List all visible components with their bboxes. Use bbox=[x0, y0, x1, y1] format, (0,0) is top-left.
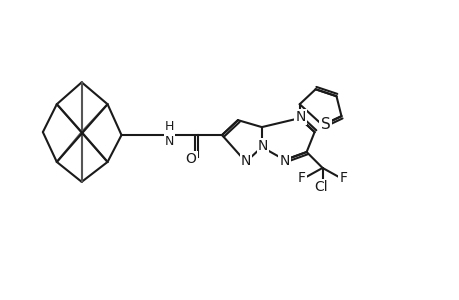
Text: F: F bbox=[339, 171, 347, 185]
Text: N: N bbox=[295, 110, 305, 124]
Text: H
N: H N bbox=[164, 120, 174, 148]
Text: N: N bbox=[257, 139, 268, 153]
Text: F: F bbox=[297, 171, 305, 185]
Text: Cl: Cl bbox=[313, 180, 327, 194]
Text: S: S bbox=[320, 117, 330, 132]
Text: N: N bbox=[240, 154, 251, 168]
Text: N: N bbox=[279, 154, 289, 168]
Text: O: O bbox=[185, 152, 196, 166]
